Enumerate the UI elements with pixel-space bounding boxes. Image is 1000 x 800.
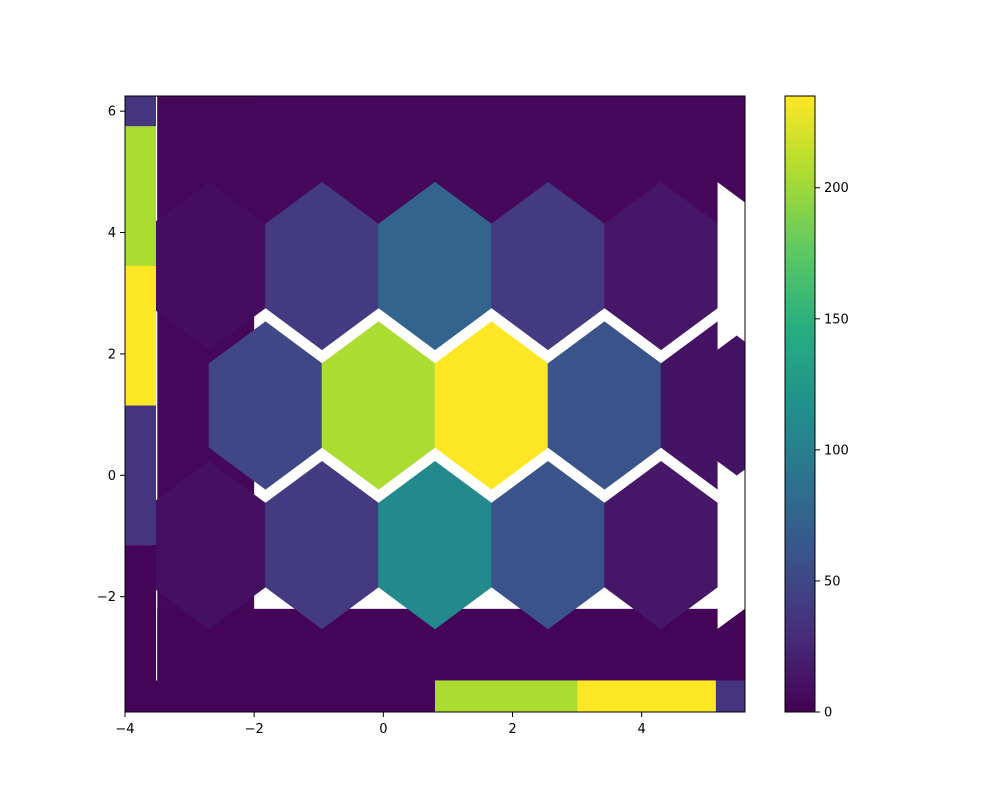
marginal-y-bar [125, 126, 156, 266]
marginal-x-bar [715, 680, 745, 712]
marginal-y-bar [125, 545, 156, 712]
colorbar-tick-label: 100 [824, 443, 849, 458]
marginal-x-bar [577, 680, 716, 712]
colorbar-tick-label: 0 [824, 706, 832, 721]
x-tick-label: 2 [508, 722, 516, 737]
plot-frame [124, 95, 746, 713]
marginal-y-bar [125, 405, 156, 546]
x-tick-label: −4 [115, 722, 134, 737]
hexagon-bin [321, 321, 436, 490]
hexagon-bin [491, 461, 605, 630]
hexagon-bin [660, 321, 745, 490]
y-tick-label: 0 [108, 469, 116, 484]
x-tick-label: 4 [638, 722, 646, 737]
colorbar-tick-label: 200 [824, 181, 849, 196]
hexagon-bin [378, 461, 492, 630]
x-axis: −4 −2 0 2 4 [115, 712, 646, 737]
empty-bin [717, 182, 745, 350]
marginal-x-bar [435, 680, 578, 712]
colorbar-tick-label: 50 [824, 574, 841, 589]
hexagon-bin [265, 461, 379, 630]
hexagon-bin [604, 461, 718, 630]
marginal-x-bar [125, 680, 435, 712]
colorbar-gradient [784, 95, 816, 713]
hexagon-bin [434, 321, 549, 490]
colorbar-tick-label: 150 [824, 312, 849, 327]
marginal-y-bar [125, 96, 156, 127]
y-tick-label: 2 [108, 347, 116, 362]
colorbar: 0 50 100 150 200 [784, 95, 849, 721]
plot-area [125, 96, 745, 712]
marginal-bars [125, 96, 745, 712]
y-tick-label: 4 [108, 226, 116, 241]
empty-bin [717, 461, 745, 629]
marginal-y-bar [125, 265, 156, 406]
hexagon-bins [152, 181, 745, 630]
y-axis: −2 0 2 4 6 [97, 105, 125, 605]
x-tick-label: −2 [245, 722, 264, 737]
hexagon-bin [547, 321, 662, 490]
y-tick-label: −2 [97, 590, 116, 605]
y-tick-label: 6 [108, 105, 116, 120]
colorbar-ticks: 0 50 100 150 200 [815, 181, 849, 721]
x-tick-label: 0 [379, 722, 387, 737]
